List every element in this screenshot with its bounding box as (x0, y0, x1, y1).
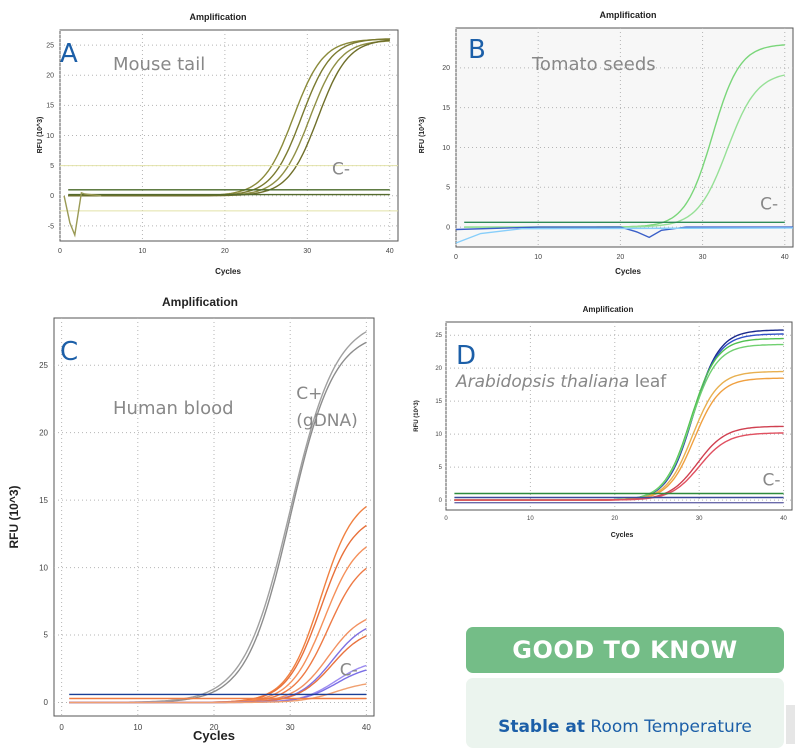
chart-d-ytick-label: 25 (435, 333, 442, 339)
chart-a-xtick-label: 0 (58, 248, 62, 255)
chart-b-ytick-label: 5 (446, 185, 450, 192)
chart-a-xtick-label: 20 (221, 248, 229, 255)
chart-a-series-line (63, 191, 102, 238)
chart-d-sample-label: Arabidopsis thaliana leaf (455, 372, 667, 392)
chart-d-sample-italic: Arabidopsis thaliana (455, 372, 629, 392)
chart-a-sample-label: Mouse tail (113, 54, 205, 75)
chart-b-xlabel: Cycles (615, 267, 641, 276)
scrollbar-track[interactable] (786, 705, 795, 744)
chart-c-title: Amplification (162, 295, 238, 309)
chart-c-plot-area (53, 317, 375, 717)
chart-c-xtick-label: 10 (133, 723, 142, 732)
chart-d-ytick-label: 15 (435, 399, 442, 405)
chart-d-panel-letter: D (456, 341, 476, 371)
chart-d-plot-area (445, 321, 793, 511)
chart-c-series-line (69, 683, 367, 704)
chart-c-xtick-label: 40 (362, 723, 371, 732)
chart-c-svg: 0 10 20 30 40 0 5 10 15 20 25 Amplification Cycles RF… (7, 295, 375, 743)
chart-d-xlabel: Cycles (611, 532, 634, 539)
chart-b-xtick-label: 40 (781, 254, 789, 261)
chart-a-ytick-label: -5 (48, 223, 54, 230)
chart-c-ytick-label: 25 (39, 361, 48, 370)
chart-c-ytick-label: 5 (44, 631, 49, 640)
good-to-know-text: Stable at Room Temperature (466, 717, 784, 737)
chart-c-annotation: C+ (296, 384, 322, 404)
chart-d-title: Amplification (583, 305, 634, 314)
chart-a-ytick-label: 0 (50, 193, 54, 200)
chart-panel-c: 0 10 20 30 40 0 5 10 15 20 25 Amplification Cycles RF… (0, 290, 400, 744)
chart-c-ylabel: RFU (10^3) (7, 485, 21, 548)
chart-d-ytick-label: 20 (435, 366, 442, 372)
chart-d-xtick-label: 0 (444, 516, 448, 522)
chart-a-xtick-label: 40 (386, 248, 394, 255)
chart-a-ytick-label: 10 (46, 133, 54, 140)
chart-c-annotation: C- (340, 661, 358, 681)
chart-c-xtick-label: 20 (210, 723, 219, 732)
chart-panel-a: 0 10 20 30 40 -5 0 5 10 15 20 25 Amplification Cycles… (0, 0, 405, 286)
chart-d-annotation: C- (762, 471, 780, 491)
chart-b-title: Amplification (599, 10, 656, 20)
chart-d-xtick-label: 30 (696, 516, 703, 522)
chart-b-ytick-label: 10 (442, 145, 450, 152)
chart-panel-b: 0 10 20 30 40 0 5 10 15 20 Amplification Cycles RFU … (410, 0, 795, 286)
chart-d-svg: 0 10 20 30 40 0 5 10 15 20 25 Amplification Cycles RF… (414, 305, 793, 539)
chart-c-xtick-label: 30 (286, 723, 295, 732)
chart-a-panel-letter: A (60, 39, 78, 69)
chart-a-ytick-label: 25 (46, 42, 54, 49)
chart-b-ylabel: RFU (10^3) (418, 117, 426, 154)
chart-d-ylabel: RFU (10^3) (414, 400, 420, 432)
chart-b-xtick-label: 10 (534, 254, 542, 261)
chart-b-xtick-label: 30 (699, 254, 707, 261)
chart-b-xtick-label: 20 (616, 254, 624, 261)
chart-a-ytick-label: 20 (46, 73, 54, 80)
chart-d-ytick-label: 10 (435, 432, 442, 438)
chart-d-xtick-label: 10 (527, 516, 534, 522)
chart-b-xtick-label: 0 (454, 254, 458, 261)
chart-c-ytick-label: 15 (39, 496, 48, 505)
chart-a-ylabel: RFU (10^3) (36, 117, 44, 154)
good-to-know-heading: GOOD TO KNOW (466, 627, 784, 673)
chart-b-ytick-label: 15 (442, 105, 450, 112)
good-to-know-box (466, 678, 784, 748)
chart-a-annotation: C- (332, 160, 350, 180)
chart-d-xtick-label: 40 (780, 516, 787, 522)
chart-a-ytick-label: 5 (50, 163, 54, 170)
chart-b-plot-area (455, 27, 794, 248)
chart-d-xtick-label: 20 (611, 516, 618, 522)
chart-a-svg: 0 10 20 30 40 -5 0 5 10 15 20 25 Amplification Cycles… (36, 12, 399, 276)
chart-c-xlabel: Cycles (193, 728, 235, 743)
chart-b-svg: 0 10 20 30 40 0 5 10 15 20 Amplification Cycles RFU … (418, 10, 794, 276)
chart-d-ytick-label: 5 (439, 465, 443, 471)
chart-b-series-line (455, 227, 794, 244)
chart-c-ytick-label: 20 (39, 428, 48, 437)
chart-a-series-line (68, 39, 390, 197)
chart-b-ytick-label: 20 (442, 65, 450, 72)
chart-b-annotation: C- (760, 195, 778, 215)
chart-d-ytick-label: 0 (439, 498, 443, 504)
chart-a-xtick-label: 10 (139, 248, 147, 255)
chart-a-xtick-label: 30 (303, 248, 311, 255)
chart-panel-d: 0 10 20 30 40 0 5 10 15 20 25 Amplification Cycles RF… (408, 296, 795, 550)
room-temperature-label: Room Temperature (584, 717, 752, 737)
chart-b-sample-label: Tomato seeds (531, 54, 656, 75)
stable-at-label: Stable at (498, 717, 585, 737)
chart-a-xlabel: Cycles (215, 267, 241, 276)
chart-c-ytick-label: 10 (39, 563, 48, 572)
chart-c-annotation: (gDNA) (296, 411, 358, 431)
chart-c-xtick-label: 0 (59, 723, 64, 732)
chart-a-ytick-label: 15 (46, 103, 54, 110)
chart-b-panel-letter: B (468, 35, 486, 65)
chart-c-ytick-label: 0 (44, 698, 49, 707)
chart-d-sample-rest: leaf (629, 372, 667, 392)
chart-a-title: Amplification (189, 12, 246, 22)
chart-c-panel-letter: C (60, 337, 78, 367)
chart-c-sample-label: Human blood (113, 398, 234, 419)
chart-b-ytick-label: 0 (446, 224, 450, 231)
chart-d-series-line (454, 432, 784, 501)
